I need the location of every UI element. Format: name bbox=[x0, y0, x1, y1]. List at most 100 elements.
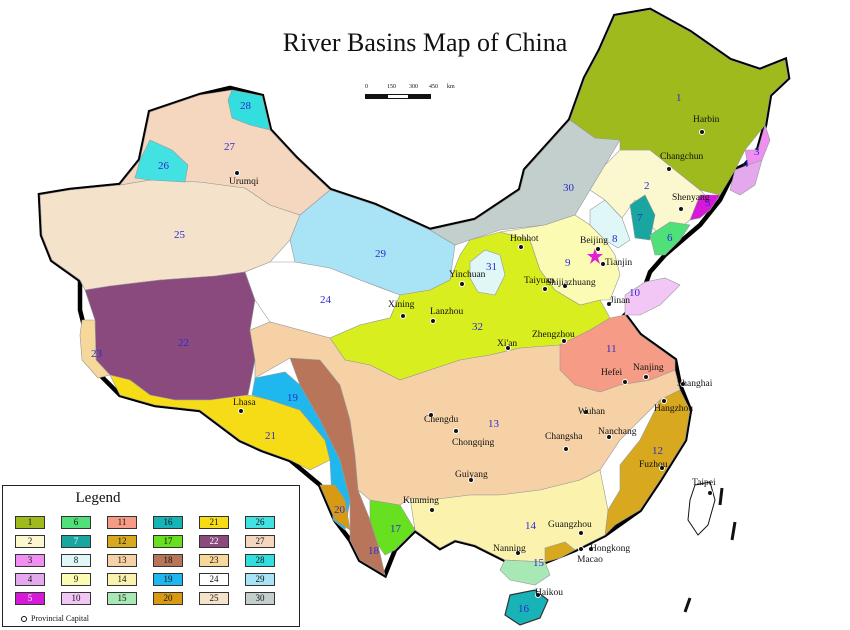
basin-5-area bbox=[689, 194, 721, 221]
legend-swatch-13: 13 bbox=[107, 554, 137, 567]
city-label: Shijiazhuang bbox=[546, 278, 596, 288]
basin-label-13: 13 bbox=[488, 418, 499, 430]
city-label: Xining bbox=[388, 300, 415, 310]
capital-dot-icon bbox=[238, 408, 244, 414]
legend-swatch-5: 5 bbox=[15, 592, 45, 605]
basin-label-10: 10 bbox=[629, 287, 640, 299]
city-label: Tianjin bbox=[605, 258, 633, 268]
basin-label-32: 32 bbox=[472, 321, 483, 333]
basin-label-29: 29 bbox=[375, 248, 386, 260]
basin-label-22: 22 bbox=[178, 337, 189, 349]
city-label: Taipei bbox=[692, 478, 716, 488]
city-label: Zhengzhou bbox=[532, 330, 575, 340]
capital-dot-icon bbox=[518, 244, 524, 250]
scale-segment bbox=[387, 94, 409, 99]
basin-4-area bbox=[729, 159, 763, 196]
legend-panel: Legend 1 2 3 4 5 6 7 8 9 10 11 12 13 14 15 16 17 18 19 20 21… bbox=[2, 485, 300, 627]
basin-label-30: 30 bbox=[563, 182, 574, 194]
city-label: Lhasa bbox=[233, 398, 256, 408]
legend-capital-key: Provincial Capital bbox=[21, 614, 89, 623]
capital-dot-icon bbox=[430, 318, 436, 324]
legend-swatch-24: 24 bbox=[199, 573, 229, 586]
basin-31-area bbox=[469, 249, 506, 296]
legend-swatch-27: 27 bbox=[245, 535, 275, 548]
basin-11-area bbox=[559, 314, 676, 393]
legend-swatch-16: 16 bbox=[153, 516, 183, 529]
basin-label-11: 11 bbox=[606, 343, 617, 355]
capital-dot-icon bbox=[21, 616, 27, 623]
capital-dot-icon bbox=[428, 412, 434, 418]
capital-dot-icon bbox=[600, 261, 606, 267]
basin-20-area bbox=[319, 484, 351, 531]
city-label: Kunming bbox=[403, 496, 439, 506]
capital-dot-icon bbox=[429, 507, 435, 513]
capital-dot-icon bbox=[561, 338, 567, 344]
capital-dot-icon bbox=[666, 166, 672, 172]
basin-label-28: 28 bbox=[240, 100, 251, 112]
capital-dot-icon bbox=[400, 313, 406, 319]
basin-label-9: 9 bbox=[565, 257, 571, 269]
basin-14-area bbox=[409, 469, 609, 563]
city-label: Hongkong bbox=[590, 544, 631, 554]
basin-label-21: 21 bbox=[265, 430, 276, 442]
basin-9-area bbox=[499, 214, 621, 306]
capital-dot-icon bbox=[234, 170, 240, 176]
legend-swatch-20: 20 bbox=[153, 592, 183, 605]
city-label: Chongqing bbox=[452, 438, 495, 448]
legend-swatch-14: 14 bbox=[107, 573, 137, 586]
basin-label-12: 12 bbox=[652, 445, 663, 457]
basin-12b-area bbox=[544, 541, 576, 563]
basin-12-area bbox=[604, 389, 691, 536]
basin-label-6: 6 bbox=[667, 232, 673, 244]
legend-swatch-2: 2 bbox=[15, 535, 45, 548]
basin-label-1: 1 bbox=[676, 92, 682, 104]
legend-swatch-21: 21 bbox=[199, 516, 229, 529]
map-title: River Basins Map of China bbox=[282, 28, 568, 57]
legend-swatch-6: 6 bbox=[61, 516, 91, 529]
basin-label-5: 5 bbox=[705, 197, 711, 209]
city-label: Hohhot bbox=[510, 234, 539, 244]
legend-swatch-7: 7 bbox=[61, 535, 91, 548]
legend-capital-label: Provincial Capital bbox=[31, 614, 89, 623]
scale-bar: 0 150 300 450 km bbox=[365, 84, 475, 104]
scale-unit: km bbox=[447, 84, 455, 90]
legend-swatch-22: 22 bbox=[199, 535, 229, 548]
legend-swatch-19: 19 bbox=[153, 573, 183, 586]
city-label: Lanzhou bbox=[430, 307, 464, 317]
capital-dot-icon bbox=[515, 550, 521, 556]
city-label: Nanchang bbox=[598, 427, 637, 437]
capital-dot-icon bbox=[505, 345, 511, 351]
capital-dot-icon bbox=[643, 374, 649, 380]
city-label: Urumqi bbox=[229, 177, 259, 187]
capital-dot-icon bbox=[678, 206, 684, 212]
basin-label-23: 23 bbox=[91, 348, 102, 360]
capital-dot-icon bbox=[578, 530, 584, 536]
capital-dot-icon bbox=[453, 428, 459, 434]
basin-label-25: 25 bbox=[174, 229, 185, 241]
scale-tick-300: 300 bbox=[409, 84, 418, 90]
city-label: Haikou bbox=[535, 588, 563, 598]
capital-dot-icon bbox=[588, 546, 594, 552]
basin-label-26: 26 bbox=[158, 160, 169, 172]
legend-swatch-25: 25 bbox=[199, 592, 229, 605]
basin-1-area bbox=[569, 9, 789, 196]
legend-swatch-10: 10 bbox=[61, 592, 91, 605]
basin-16-area bbox=[504, 589, 549, 626]
legend-swatch-9: 9 bbox=[61, 573, 91, 586]
city-label: Wuhan bbox=[578, 407, 606, 417]
basin-label-20: 20 bbox=[334, 504, 345, 516]
legend-swatch-17: 17 bbox=[153, 535, 183, 548]
legend-swatch-4: 4 bbox=[15, 573, 45, 586]
legend-swatch-1: 1 bbox=[15, 516, 45, 529]
city-label: Guangzhou bbox=[548, 520, 592, 530]
legend-swatch-30: 30 bbox=[245, 592, 275, 605]
city-label: Hefei bbox=[601, 368, 623, 378]
legend-swatch-3: 3 bbox=[15, 554, 45, 567]
city-label: Guiyang bbox=[455, 470, 488, 480]
basin-23-area bbox=[79, 319, 111, 379]
legend-title: Legend bbox=[75, 490, 121, 506]
city-label: Hangzhou bbox=[654, 404, 694, 414]
city-label: Shanghai bbox=[677, 379, 713, 389]
basin-6-area bbox=[649, 221, 691, 256]
